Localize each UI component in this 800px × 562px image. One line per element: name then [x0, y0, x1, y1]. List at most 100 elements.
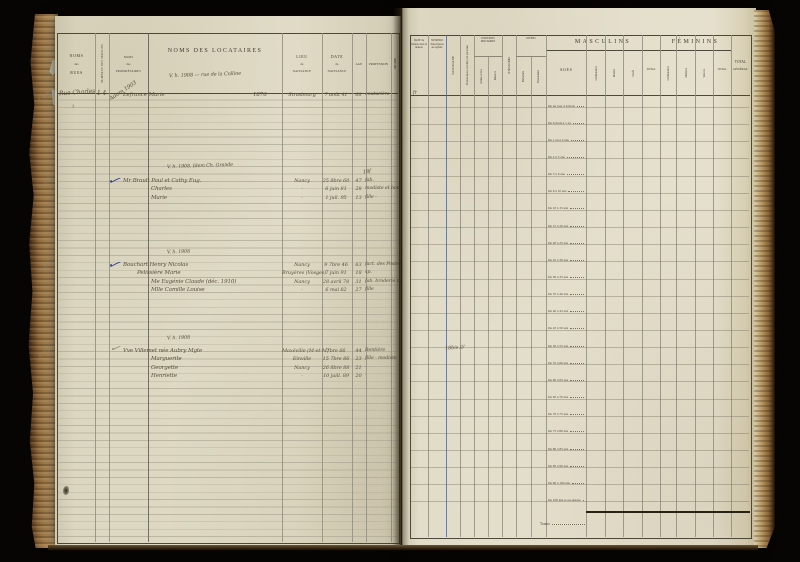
age-row-rule: [411, 329, 749, 331]
profession-value: fab.: [365, 178, 374, 183]
age-row-rule: [411, 484, 749, 486]
birthplace: Strasbourg: [288, 92, 316, 98]
birthdate: 6 juin 81: [325, 186, 347, 193]
age-range-text: De 25 à 30 ans: [548, 257, 569, 262]
age-row-label: De 2 à 3 ans: [548, 153, 585, 159]
subcolumn-header: Célibataires: [586, 52, 605, 94]
age-range-text: De 6 à 10 ans: [548, 189, 567, 194]
age-row-rule: [411, 467, 749, 469]
dotted-leader: [572, 122, 584, 124]
column-rule: [642, 35, 643, 537]
narrow-column-label: NATIONALITÉ: [451, 55, 455, 75]
column-rule: [623, 35, 624, 537]
birthdate: 7bre 66: [326, 348, 346, 354]
col-head-rues-line: RUES: [70, 69, 83, 75]
dotted-leader: [570, 225, 584, 227]
column-rule: [605, 35, 606, 537]
handwritten-mark: 18f: [362, 168, 372, 176]
tenant-note: 1876: [253, 92, 267, 98]
profession-value: sp.: [365, 270, 372, 276]
dotted-leader: [570, 294, 584, 296]
birthdate: 10 juill. 89: [323, 373, 349, 380]
birthplace: Nancy: [294, 178, 310, 184]
age-row-rule: [411, 192, 749, 194]
age-value: 63: [355, 262, 362, 268]
subcolumn-header: Veufs: [623, 52, 642, 94]
col-head-numeros: NUMÉROS DES MAISONS: [95, 34, 109, 93]
age-row-rule: [411, 175, 749, 177]
narrow-column-header: Domestiques attachés à la personne: [460, 37, 474, 93]
age-range-text: De 3 à 6 ans: [548, 172, 565, 177]
subcolumn-label: Armée active: [479, 68, 483, 84]
group-underline: [516, 56, 546, 57]
age-row-label: De 6 à 10 ans: [548, 187, 585, 193]
birthplace: Nancy: [294, 278, 310, 285]
age-row-rule: [411, 432, 749, 434]
column-rule: [148, 33, 149, 542]
profession-value: ·: [365, 373, 367, 379]
tenant-name: Marie: [151, 194, 168, 201]
right-table-frame: [410, 35, 752, 539]
total-general-line: GÉNÉRAL: [733, 66, 748, 71]
age-range-text: De 6 mois à 1 an: [548, 120, 571, 125]
subcolumn-header-total: TOTAL: [717, 68, 727, 71]
col-head-date-line: DATE: [330, 54, 344, 59]
subcolumn-label: Veuves: [702, 68, 706, 78]
birthdate: 7 juin 91: [325, 270, 347, 277]
dotted-leader: [570, 465, 584, 467]
column-rule: [474, 35, 475, 537]
column-rule: [586, 35, 587, 537]
col-head-date-line: de: [335, 62, 339, 66]
banner-masculins: MASCULINS: [574, 39, 632, 45]
birthdate: 9 7bre 46: [324, 262, 348, 268]
narrow-column-header: DATE de l'entrée dans la maison: [411, 39, 427, 50]
birthplace: ·: [301, 287, 303, 294]
column-rule: [502, 35, 503, 537]
age-value: 28: [355, 186, 362, 193]
age-row-rule: [411, 141, 749, 143]
age-row-rule: [411, 295, 749, 297]
age-range-text: De 50 à 55 ans: [548, 343, 569, 348]
col-head-lieu: LIEU de NAISSANCE: [282, 34, 322, 93]
tenant-name: Mlle Camille Louise: [151, 287, 205, 294]
tenant-name: Bouchart Henry Nicolas: [123, 262, 189, 268]
age-row-label: De 100 ans et au-dessus: [548, 496, 585, 502]
subcolumn-label: Réformés: [522, 70, 525, 82]
age-row-label: De 6 mois à 1 an: [548, 119, 585, 125]
birthdate: 15 7bre 86: [322, 356, 350, 363]
age-range-text: De un jour à 6 mois: [548, 103, 575, 108]
register-right-page: MASCULINS FÉMININS TOTAL GÉNÉRAL AGES DA…: [402, 8, 756, 548]
birthplace: ·: [301, 373, 303, 380]
age-row-rule: [411, 158, 749, 160]
narrow-column-label: Domestiques attachés à la personne: [465, 45, 469, 85]
age-range-text: De 100 ans et au-dessus: [548, 497, 581, 502]
age-row-label: De 45 à 50 ans: [548, 324, 585, 330]
profession-value: couturière: [365, 92, 390, 97]
tenant-name: Vve Villemet née Aubry Mgte: [123, 348, 203, 354]
totaux-text: Totaux: [540, 522, 550, 526]
dotted-leader: [570, 414, 584, 416]
dotted-leader: [576, 105, 584, 107]
age-range-text: De 60 à 65 ans: [548, 377, 569, 382]
subcolumn-label: Mariées: [683, 68, 688, 78]
age-row-label: De 75 à 80 ans: [548, 427, 585, 433]
age-range-text: De 80 à 85 ans: [548, 446, 569, 451]
subcolumn-rule: [488, 57, 489, 537]
dotted-leader: [551, 524, 585, 525]
book-gutter-shadow: [393, 8, 409, 548]
group-underline: [474, 56, 502, 57]
age-row-label: De 10 à 15 ans: [548, 204, 585, 210]
age-row-label: De 30 à 35 ans: [548, 273, 585, 279]
birthdate: 25 8bre 60: [322, 178, 350, 184]
col-head-lieu-line: LIEU: [296, 54, 308, 59]
col-head-age: AGE: [352, 34, 366, 93]
column-rule: [546, 35, 547, 537]
tenant-name: Marguerite: [151, 356, 182, 363]
col-head-profession: PROFESSION: [366, 34, 391, 93]
ink-smudge: [63, 486, 69, 495]
handwritten-annotation: V. h. 1908: [166, 335, 191, 342]
col-head-age-label: AGE: [355, 61, 363, 66]
age-row-label: De 60 à 65 ans: [548, 376, 585, 382]
age-row-label: De 35 à 40 ans: [548, 290, 585, 296]
column-rule: [109, 33, 110, 542]
